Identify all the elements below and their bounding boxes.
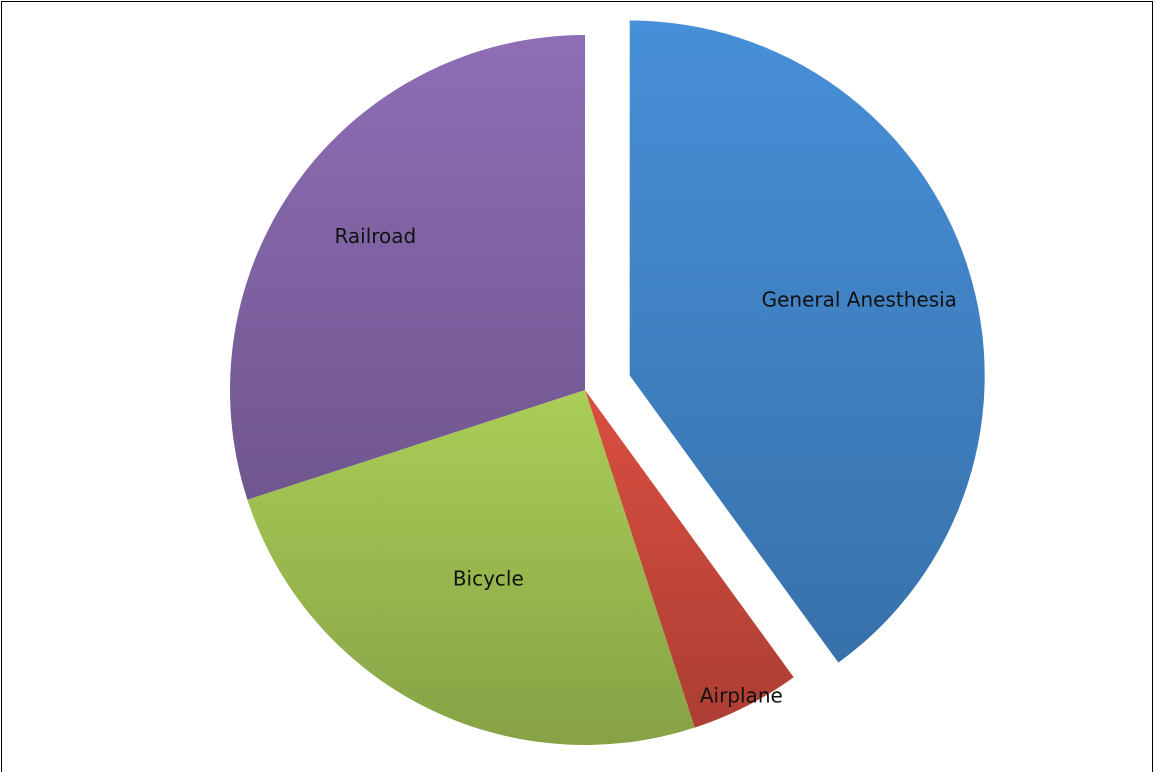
pie-slice-airplane — [585, 390, 794, 728]
pie-label-airplane: Airplane — [700, 683, 783, 707]
pie-slice-bicycle — [247, 390, 695, 745]
pie-labels: General Anesthesia Airplane Bicycle Railroa… — [334, 224, 956, 707]
pie-slices — [229, 20, 985, 745]
pie-label-general-anesthesia: General Anesthesia — [762, 287, 957, 311]
pie-slice-general-anesthesia — [629, 20, 985, 663]
pie-label-railroad: Railroad — [334, 224, 416, 248]
pie-slice-railroad — [229, 35, 585, 500]
pie-label-bicycle: Bicycle — [453, 566, 524, 590]
